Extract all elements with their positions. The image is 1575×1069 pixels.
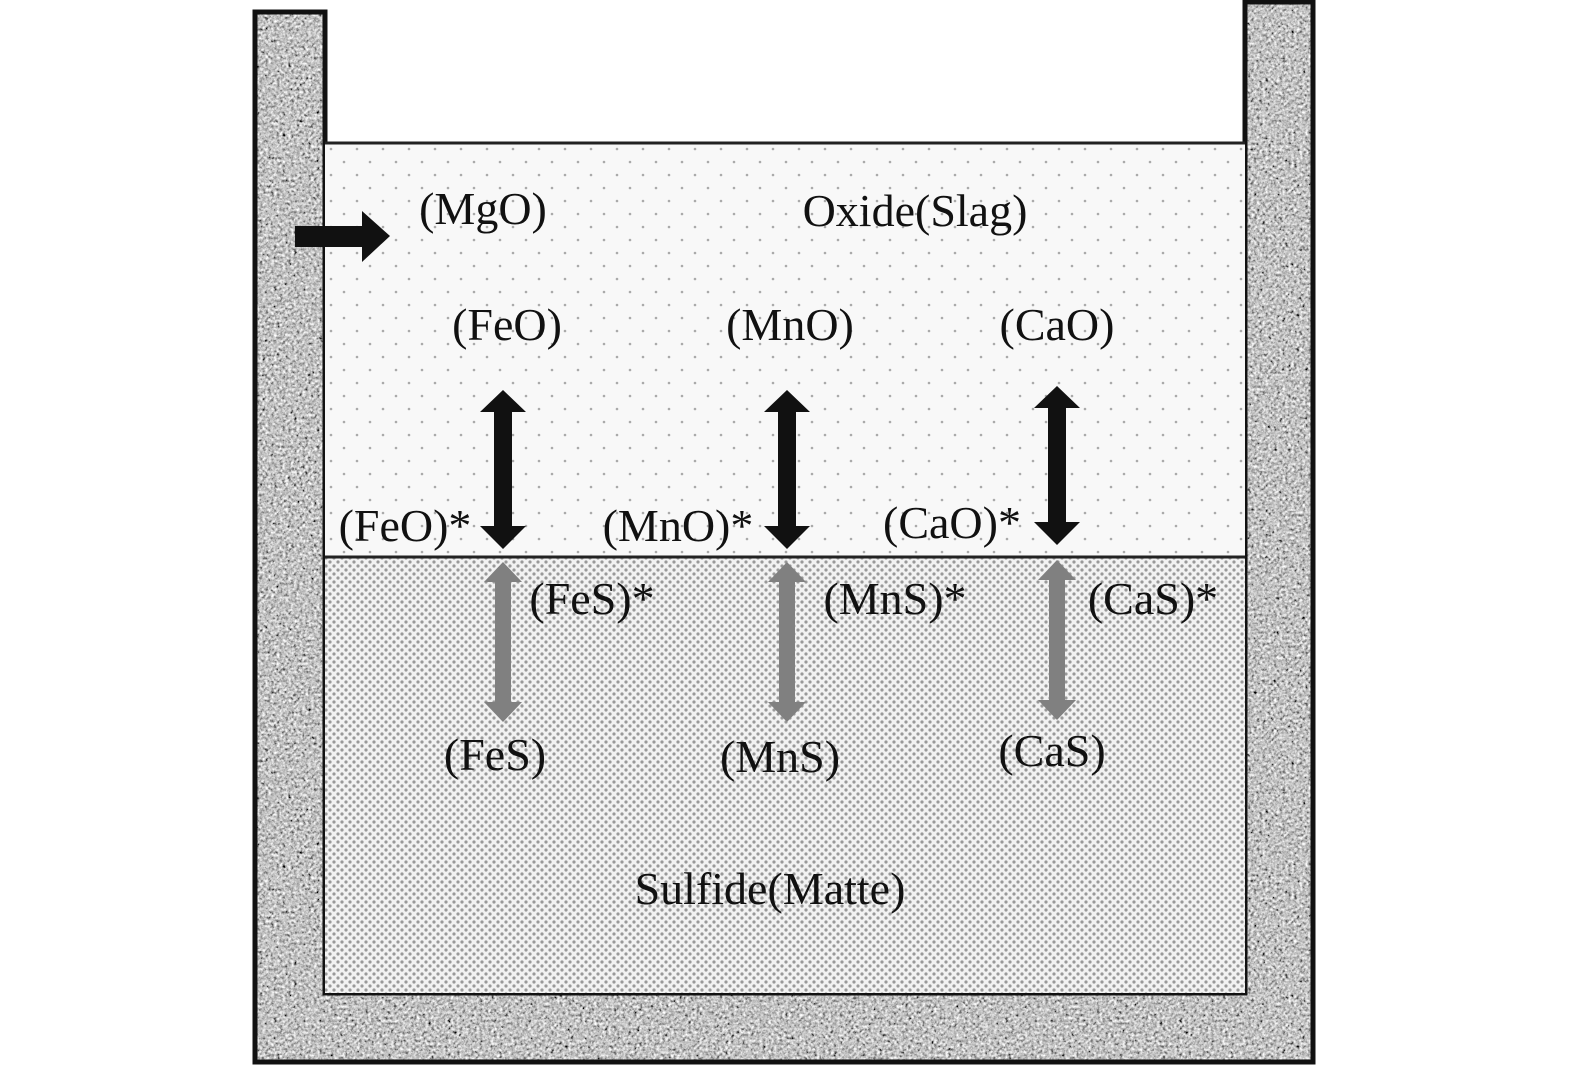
species-mns: (MnS) (720, 731, 840, 782)
oxide-arrows (480, 386, 1080, 549)
species-mno: (MnO) (726, 299, 854, 350)
species-feo: (FeO) (452, 299, 562, 350)
mns-exchange-arrow-icon (768, 562, 806, 722)
interface-feo: (FeO)* (339, 500, 472, 551)
feo-exchange-arrow-icon (480, 390, 526, 549)
sulfide-arrows (484, 560, 1076, 722)
fes-exchange-arrow-icon (484, 562, 522, 722)
interface-mno: (MnO)* (603, 500, 754, 551)
species-mgo: (MgO) (419, 183, 547, 234)
matte-label: Sulfide(Matte) (635, 863, 906, 914)
species-cas: (CaS) (998, 725, 1105, 776)
interface-fes: (FeS)* (529, 573, 654, 624)
interface-mns: (MnS)* (823, 573, 966, 624)
mno-exchange-arrow-icon (764, 390, 810, 549)
species-fes: (FeS) (444, 729, 546, 780)
mgo-dissolution-arrow-icon (295, 211, 390, 262)
interface-cas: (CaS)* (1088, 573, 1218, 624)
species-cao: (CaO) (1000, 299, 1115, 350)
interface-cao: (CaO)* (883, 497, 1021, 548)
cas-exchange-arrow-icon (1038, 560, 1076, 720)
cao-exchange-arrow-icon (1034, 386, 1080, 545)
slag-label: Oxide(Slag) (803, 185, 1028, 236)
